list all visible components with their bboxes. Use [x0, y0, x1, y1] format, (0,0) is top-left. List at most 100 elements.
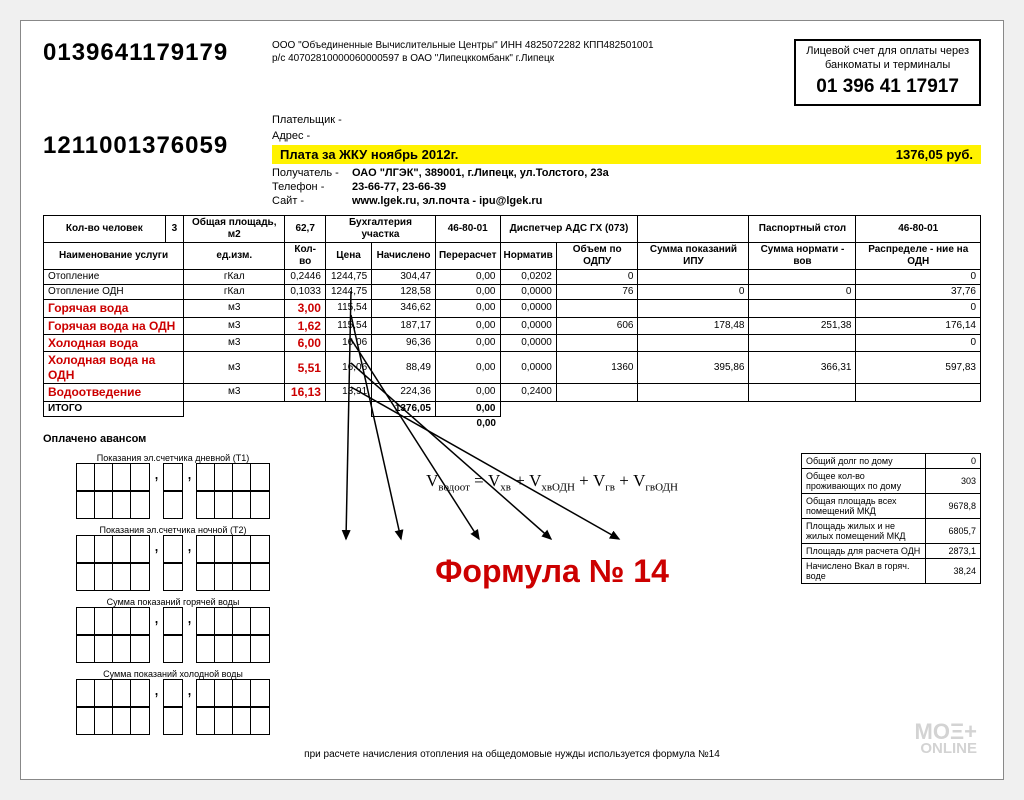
meter-cells	[76, 491, 150, 519]
side-row: Площадь для расчета ОДН2873,1	[802, 543, 981, 558]
side-table: Общий долг по дому0Общее кол-во проживаю…	[801, 453, 981, 584]
meter-cells	[76, 707, 150, 735]
cell-name: Горячая вода	[44, 300, 184, 317]
cell-qty: 0,1033	[285, 285, 326, 300]
meter-cells	[196, 491, 270, 519]
meter-cells	[76, 563, 150, 591]
side-label: Начислено Вкал в горяч. воде	[802, 558, 926, 583]
company-block: ООО "Объединенные Вычислительные Центры"…	[272, 39, 780, 65]
side-label: Общая площадь всех помещений МКД	[802, 493, 926, 518]
col-sum-ipu: Сумма показаний ИПУ	[638, 243, 749, 270]
cell-v2	[638, 300, 749, 317]
cell-norm: 0,0000	[500, 300, 556, 317]
cell-v1: 1360	[556, 352, 638, 384]
cell-unit: м3	[184, 300, 285, 317]
advance-val: 0,00	[435, 416, 500, 431]
col-charged: Начислено	[372, 243, 436, 270]
meter-cells	[163, 491, 183, 519]
meter-t1: ,,	[43, 463, 303, 519]
cell-qty: 3,00	[285, 300, 326, 317]
watermark-l1: ΜΟΞ+	[915, 722, 977, 742]
cell-v4	[856, 384, 981, 401]
recipient-value: ОАО "ЛГЭК", 389001, г.Липецк, ул.Толстог…	[352, 167, 609, 179]
cell-recalc: 0,00	[435, 335, 500, 352]
cell-name: Водоотведение	[44, 384, 184, 401]
cell-price: 13,91	[325, 384, 371, 401]
side-row: Общий долг по дому0	[802, 453, 981, 468]
cell-v3: 366,31	[749, 352, 856, 384]
big-number-1: 0139641179179	[43, 39, 258, 67]
cell-qty: 5,51	[285, 352, 326, 384]
meter-box	[76, 607, 150, 663]
buh-value: 46-80-01	[435, 216, 500, 243]
meter-t2: ,,	[43, 535, 303, 591]
cell-charged: 128,58	[372, 285, 436, 300]
meter-cells	[76, 679, 150, 707]
watermark-l2: ONLINE	[915, 742, 977, 756]
cell-v4: 597,83	[856, 352, 981, 384]
cell-v4: 0	[856, 335, 981, 352]
cell-price: 115,54	[325, 300, 371, 317]
meter-cells	[163, 607, 183, 635]
cell-recalc: 0,00	[435, 300, 500, 317]
table-row: ОтоплениегКал0,24461244,75304,470,000,02…	[44, 270, 981, 285]
cell-name: Холодная вода	[44, 335, 184, 352]
cell-norm: 0,0000	[500, 335, 556, 352]
meter-column: Показания эл.счетчика дневной (Т1) ,, По…	[43, 453, 303, 741]
meter-box	[76, 679, 150, 735]
payer-label: Плательщик -	[272, 114, 350, 126]
side-value: 0	[926, 453, 981, 468]
table-row: Водоотведением316,1313,91224,360,000,240…	[44, 384, 981, 401]
cell-charged: 96,36	[372, 335, 436, 352]
cell-unit: м3	[184, 317, 285, 334]
site-label: Сайт -	[272, 195, 352, 207]
pass-value: 46-80-01	[856, 216, 981, 243]
side-value: 303	[926, 468, 981, 493]
cell-norm: 0,0000	[500, 317, 556, 334]
meter-cells	[196, 607, 270, 635]
cell-norm: 0,0202	[500, 270, 556, 285]
cell-v4: 176,14	[856, 317, 981, 334]
col-name: Наименование услуги	[44, 243, 184, 270]
meter-cells	[76, 607, 150, 635]
cell-price: 16,06	[325, 335, 371, 352]
cell-v2	[638, 270, 749, 285]
meter-hot: ,,	[43, 607, 303, 663]
formula-title: Формула № 14	[315, 553, 789, 590]
meter-t2-label: Показания эл.счетчика ночной (Т2)	[43, 525, 303, 535]
phone-row: Телефон - 23-66-77, 23-66-39	[272, 181, 981, 193]
meter-cells	[163, 635, 183, 663]
side-label: Площадь для расчета ОДН	[802, 543, 926, 558]
watermark: ΜΟΞ+ ONLINE	[915, 722, 977, 755]
cell-v1	[556, 335, 638, 352]
meter-box	[196, 535, 270, 591]
meter-box	[196, 607, 270, 663]
totals-row: ИТОГО1376,050,00	[44, 401, 981, 416]
persons-value: 3	[165, 216, 183, 243]
site-value: www.lgek.ru, эл.почта - ipu@lgek.ru	[352, 195, 542, 207]
cell-recalc: 0,00	[435, 270, 500, 285]
meter-cold: ,,	[43, 679, 303, 735]
meter-cells	[163, 563, 183, 591]
cell-v4: 0	[856, 270, 981, 285]
cell-unit: м3	[184, 352, 285, 384]
col-norm: Норматив	[500, 243, 556, 270]
cell-recalc: 0,00	[435, 384, 500, 401]
meter-cold-label: Сумма показаний холодной воды	[43, 669, 303, 679]
meter-cells	[196, 707, 270, 735]
meter-box	[196, 463, 270, 519]
meter-box	[163, 463, 183, 519]
table-row: Отопление ОДНгКал0,10331244,75128,580,00…	[44, 285, 981, 300]
site-row: Сайт - www.lgek.ru, эл.почта - ipu@lgek.…	[272, 195, 981, 207]
meter-box	[163, 679, 183, 735]
cell-unit: м3	[184, 335, 285, 352]
header-row: 0139641179179 ООО "Объединенные Вычислит…	[43, 39, 981, 106]
cell-v2: 178,48	[638, 317, 749, 334]
account-box: Лицевой счет для оплаты через банкоматы …	[794, 39, 981, 106]
cell-recalc: 0,00	[435, 352, 500, 384]
meter-cells	[196, 535, 270, 563]
payer-row: Плательщик -	[272, 114, 981, 126]
cell-v1: 606	[556, 317, 638, 334]
side-label: Общий долг по дому	[802, 453, 926, 468]
cell-v4: 0	[856, 300, 981, 317]
